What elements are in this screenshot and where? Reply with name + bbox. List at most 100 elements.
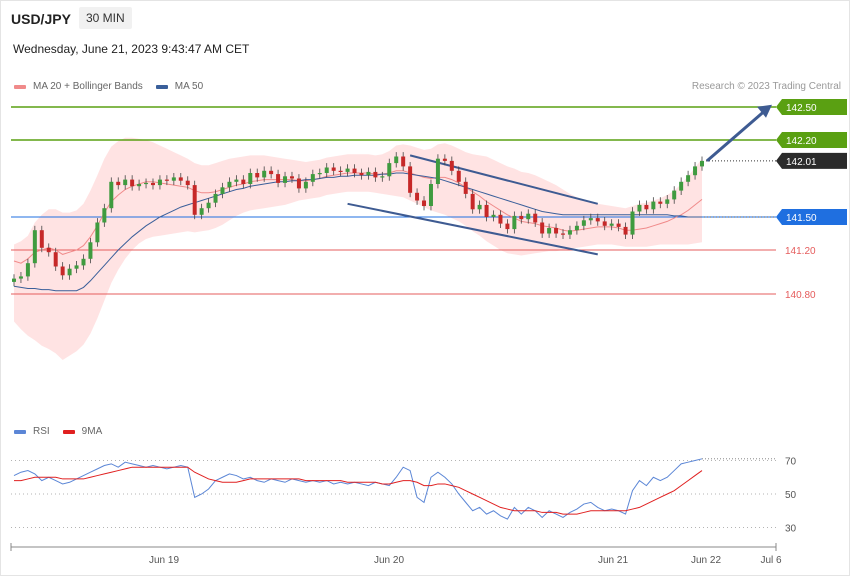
- rsi-level-50-label: 50: [785, 490, 797, 501]
- candle: [498, 214, 503, 224]
- candle: [463, 181, 468, 194]
- candle: [595, 218, 600, 222]
- candle: [206, 202, 211, 209]
- credit-text: Research © 2023 Trading Central: [691, 81, 841, 92]
- candle: [665, 199, 670, 204]
- level-142-50-label: 142.50: [786, 103, 817, 114]
- level-141-20-label: 141.20: [785, 246, 816, 257]
- candle: [449, 160, 454, 171]
- rsi-legend: RSI 9MA: [14, 426, 115, 437]
- candle: [477, 204, 482, 210]
- candle: [602, 221, 607, 226]
- legend-item-9ma: 9MA: [62, 426, 102, 437]
- candle: [574, 225, 579, 231]
- level-142-20-label: 142.20: [786, 136, 817, 147]
- candle: [442, 158, 447, 161]
- candle: [373, 171, 378, 178]
- candle: [67, 268, 72, 276]
- rsi-ma-line: [14, 466, 703, 515]
- channel-lower-line: [347, 202, 598, 256]
- candle: [276, 174, 281, 183]
- candle: [533, 213, 538, 223]
- candle: [157, 179, 162, 186]
- legend-item-ma50: MA 50: [155, 81, 203, 92]
- x-tick-label: Jun 21: [598, 555, 628, 566]
- candle: [32, 230, 37, 264]
- level-142-50-tag: [776, 99, 847, 115]
- candle: [512, 215, 517, 230]
- candle: [408, 166, 413, 193]
- candle: [178, 177, 183, 181]
- bollinger-band: [14, 137, 702, 360]
- candle: [164, 179, 169, 181]
- channel-upper-line: [409, 154, 599, 205]
- candle: [81, 258, 86, 266]
- candle: [359, 173, 364, 176]
- candle: [185, 180, 190, 186]
- level-141-50-tag: [776, 209, 847, 225]
- timeframe-badge[interactable]: 30 MIN: [79, 7, 132, 29]
- legend-swatch-ma20: [14, 84, 26, 89]
- candle: [561, 233, 566, 235]
- candle: [25, 263, 30, 277]
- rsi-level-30-label: 30: [785, 524, 797, 535]
- rsi-line: [13, 458, 703, 520]
- candle: [456, 170, 461, 182]
- candle: [609, 223, 614, 226]
- legend-swatch-9ma: [62, 429, 75, 434]
- projection-arrow-shaft: [706, 108, 767, 163]
- candle: [289, 176, 294, 179]
- candle: [540, 222, 545, 234]
- level-141-50-label: 141.50: [786, 213, 817, 224]
- candle: [588, 218, 593, 221]
- candle: [387, 163, 392, 177]
- candle: [554, 228, 559, 234]
- candle: [700, 160, 704, 167]
- candle: [227, 181, 232, 188]
- candle: [526, 213, 531, 220]
- legend-swatch-rsi: [14, 429, 26, 434]
- legend-label-ma20: MA 20 + Bollinger Bands: [33, 81, 143, 92]
- level-140-80-label: 140.80: [785, 290, 816, 301]
- candle: [53, 252, 58, 267]
- candle: [213, 193, 218, 203]
- candle: [581, 220, 586, 226]
- candle: [679, 181, 684, 191]
- rsi-level-70-label: 70: [785, 457, 797, 468]
- candle: [630, 211, 635, 235]
- candle: [269, 170, 274, 175]
- candle: [415, 192, 420, 201]
- candle: [428, 184, 433, 206]
- candle: [435, 158, 440, 184]
- candle: [220, 187, 225, 194]
- candle: [234, 179, 239, 182]
- x-tick-label: Jun 19: [149, 555, 179, 566]
- candle: [366, 171, 371, 176]
- candle: [637, 204, 642, 212]
- candle: [303, 181, 308, 189]
- candle: [324, 167, 329, 173]
- candle: [672, 190, 677, 200]
- candle: [262, 170, 267, 178]
- candle: [422, 200, 427, 206]
- candle: [95, 222, 100, 243]
- candle: [46, 247, 51, 253]
- candle: [109, 181, 114, 209]
- level-142-20-tag: [776, 132, 847, 148]
- candle: [352, 168, 357, 173]
- candle: [644, 204, 649, 210]
- candle: [283, 176, 288, 183]
- level-142-01-tag: [776, 152, 847, 169]
- candle: [484, 204, 489, 217]
- candle: [137, 184, 142, 187]
- symbol-title: USD/JPY: [11, 11, 71, 27]
- candle: [310, 174, 315, 182]
- x-tick-label: Jul 6: [760, 555, 782, 566]
- candle: [616, 223, 621, 227]
- candle: [338, 170, 343, 172]
- candle: [623, 226, 628, 235]
- candle: [317, 173, 322, 175]
- candle: [102, 208, 107, 223]
